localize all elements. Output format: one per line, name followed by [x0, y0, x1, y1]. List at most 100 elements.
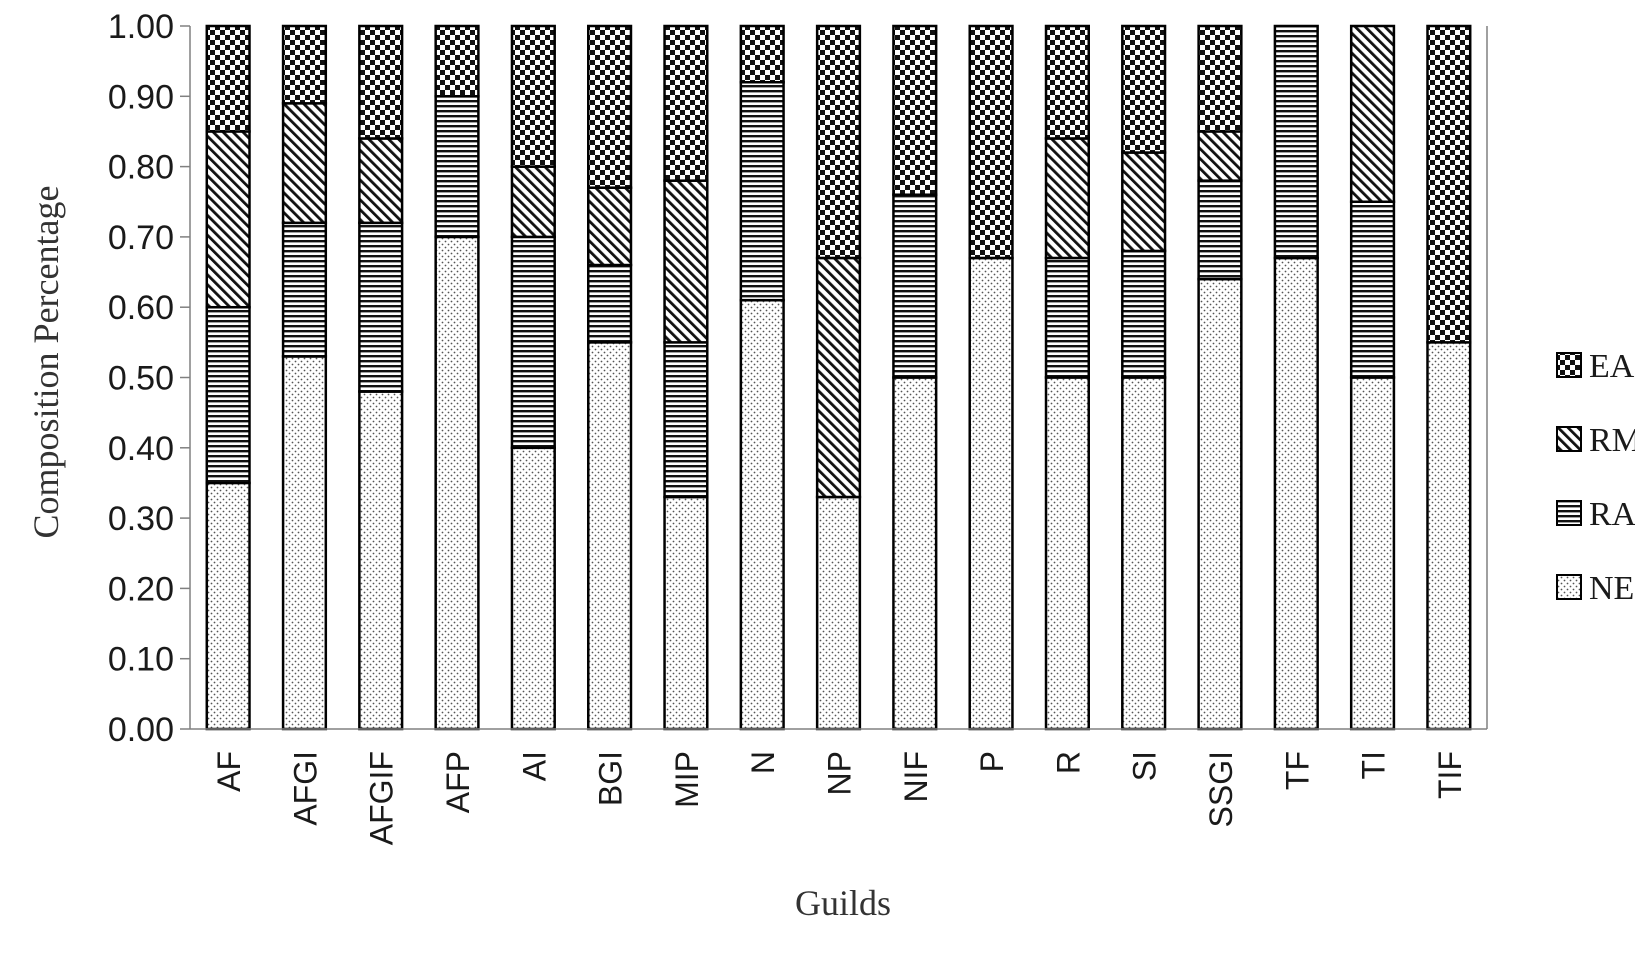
bar-segment-AFP-RA — [434, 95, 480, 239]
bar-segment-N-EA — [739, 24, 785, 84]
bar-segment-NIF-NE — [892, 376, 938, 731]
x-tick-label-R: R — [1050, 751, 1086, 774]
bar-segment-R-EA — [1044, 24, 1090, 140]
bar-segment-AFGI-NE — [281, 355, 328, 731]
x-tick-label-TI: TI — [1356, 751, 1392, 779]
legend-swatch-EA — [1556, 352, 1582, 378]
bar-segment-BGI-RM — [587, 186, 633, 267]
bar-segment-AI-RA — [510, 235, 556, 450]
bar-segment-SI-RA — [1121, 249, 1167, 379]
legend-label-NE: NE — [1589, 570, 1634, 607]
bar-segment-R-RA — [1044, 256, 1090, 379]
bar-segment-SI-RM — [1121, 151, 1167, 253]
bar-segment-SSGI-RA — [1197, 179, 1243, 281]
bar-segment-SI-NE — [1121, 376, 1167, 731]
legend: EA RM RA NE — [1556, 348, 1635, 607]
x-tick-label-AFGI: AFGI — [287, 751, 323, 826]
bar-segment-AI-EA — [510, 24, 556, 168]
x-tick-label-AFP: AFP — [440, 751, 476, 813]
x-tick-label-MIP: MIP — [669, 751, 705, 808]
y-tick-label: 0.50 — [108, 360, 174, 398]
legend-label-RA: RA — [1589, 496, 1635, 533]
y-tick-label: 0.90 — [108, 78, 174, 116]
bar-segment-AFGIF-EA — [358, 24, 404, 140]
x-tick-label-SI: SI — [1127, 751, 1163, 781]
y-axis: 0.00 0.10 0.20 0.30 0.40 0.50 0.60 0.70 0.80 0.90… — [108, 8, 1488, 749]
bar-segment-AFP-EA — [434, 24, 480, 98]
bar-segment-BGI-RA — [587, 263, 633, 344]
bar-segment-NP-EA — [815, 24, 862, 260]
bar-segment-MIP-RA — [663, 341, 709, 499]
bar-segment-N-RA — [739, 80, 785, 302]
bar-segment-P-NE — [968, 256, 1014, 731]
bar-segment-R-NE — [1044, 376, 1090, 731]
x-tick-label-SSGI: SSGI — [1203, 751, 1239, 827]
y-tick-label: 1.00 — [108, 8, 174, 46]
bar-segment-NIF-EA — [892, 24, 938, 196]
x-tick-label-BGI: BGI — [593, 751, 629, 806]
x-axis-title: Guilds — [795, 883, 891, 923]
bar-segment-MIP-EA — [663, 24, 709, 182]
bar-segment-AF-NE — [205, 481, 251, 731]
bar-segment-BGI-NE — [587, 341, 633, 731]
y-tick-label: 0.10 — [108, 641, 174, 679]
x-tick-label-N: N — [745, 751, 781, 774]
bar-segment-NP-RM — [815, 256, 862, 499]
bar-segment-TI-RM — [1349, 24, 1396, 203]
bar-segment-NP-NE — [815, 495, 862, 731]
x-axis: AF AFGI AFGIF AFP AI BGI MIP N NP NIF P R SI SSGI TF TI… — [190, 728, 1487, 845]
y-tick-label: 0.30 — [108, 500, 174, 538]
bar-segment-TF-RA — [1273, 24, 1319, 260]
bar-segment-AI-NE — [510, 446, 556, 731]
y-tick-label: 0.00 — [108, 711, 174, 749]
x-tick-label-AI: AI — [516, 751, 552, 781]
y-tick-label: 0.70 — [108, 219, 174, 257]
bar-segment-AFGI-RM — [281, 102, 328, 225]
bar-segment-AF-EA — [205, 24, 251, 133]
legend-swatch-RA — [1556, 500, 1582, 526]
y-tick-label: 0.80 — [108, 149, 174, 187]
bar-segment-R-RM — [1044, 137, 1090, 260]
bar-segment-AF-RA — [205, 305, 251, 485]
legend-swatch-NE — [1556, 574, 1582, 600]
y-tick-label: 0.20 — [108, 570, 174, 608]
bar-segment-TI-NE — [1349, 376, 1396, 731]
bar-segment-AFGI-RA — [281, 221, 328, 358]
bars-layer — [205, 24, 1472, 731]
x-tick-label-TF: TF — [1279, 751, 1315, 790]
bar-segment-AFGIF-NE — [358, 390, 404, 731]
bar-segment-AFGIF-RM — [358, 137, 404, 225]
legend-label-EA: EA — [1589, 348, 1635, 385]
x-tick-label-P: P — [974, 751, 1010, 772]
x-tick-label-AFGIF: AFGIF — [364, 751, 400, 845]
bar-segment-MIP-NE — [663, 495, 709, 731]
y-tick-label: 0.40 — [108, 430, 174, 468]
bar-segment-TIF-NE — [1426, 341, 1472, 731]
bar-segment-P-EA — [968, 24, 1014, 260]
bar-segment-AFP-NE — [434, 235, 480, 731]
y-tick-label: 0.60 — [108, 289, 174, 327]
bar-segment-SSGI-NE — [1197, 277, 1243, 731]
x-tick-label-TIF: TIF — [1432, 751, 1468, 799]
bar-segment-MIP-RM — [663, 179, 709, 344]
x-tick-label-NIF: NIF — [898, 751, 934, 803]
bar-segment-AI-RM — [510, 165, 556, 239]
bar-segment-SSGI-RM — [1197, 130, 1243, 182]
bar-segment-BGI-EA — [587, 24, 633, 189]
bar-segment-TIF-EA — [1426, 24, 1472, 344]
bar-segment-TI-RA — [1349, 200, 1396, 379]
bar-segment-SSGI-EA — [1197, 24, 1243, 133]
bar-segment-AF-RM — [205, 130, 251, 309]
x-tick-label-AF: AF — [211, 751, 247, 792]
y-axis-title: Composition Percentage — [26, 186, 66, 539]
bar-segment-TF-NE — [1273, 256, 1319, 731]
bar-segment-AFGI-EA — [281, 24, 328, 105]
bar-segment-N-NE — [739, 298, 785, 731]
legend-label-RM: RM — [1589, 422, 1635, 459]
bar-segment-SI-EA — [1121, 24, 1167, 154]
bar-segment-NIF-RA — [892, 193, 938, 379]
legend-swatch-RM — [1556, 426, 1582, 452]
x-tick-label-NP: NP — [822, 751, 858, 795]
bar-segment-AFGIF-RA — [358, 221, 404, 393]
